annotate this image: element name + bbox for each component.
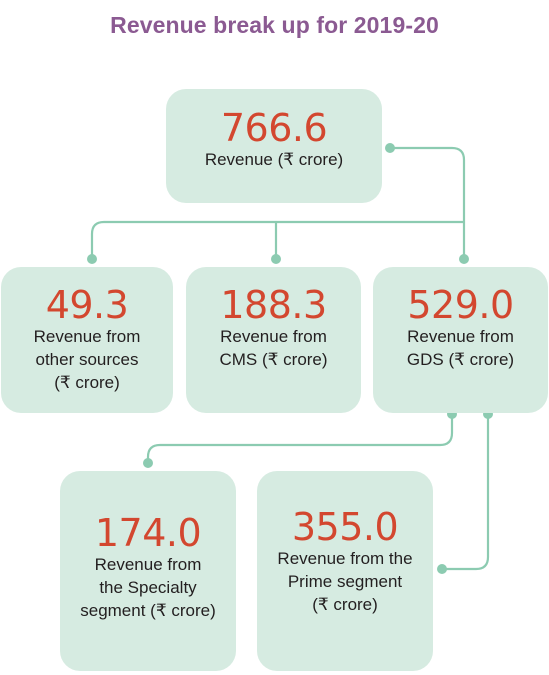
- node-specialty-segment: 174.0 Revenue from the Specialty segment…: [60, 471, 236, 671]
- connector-dot: [271, 254, 281, 264]
- node-value: 766.6: [220, 106, 328, 150]
- diagram-title: Revenue break up for 2019-20: [110, 12, 439, 38]
- node-value: 49.3: [45, 283, 129, 327]
- connector-total-to-gds: [388, 146, 466, 261]
- connector-dot: [143, 458, 153, 468]
- node-label: Revenue from the Specialty segment (₹ cr…: [80, 555, 216, 620]
- node-value: 529.0: [407, 283, 514, 327]
- node-other-sources: 49.3 Revenue from other sources (₹ crore…: [1, 267, 173, 413]
- node-gds: 529.0 Revenue from GDS (₹ crore): [373, 267, 548, 413]
- node-value: 174.0: [94, 511, 202, 555]
- node-label: Revenue from the Prime segment (₹ crore): [277, 549, 413, 614]
- node-label: Revenue (₹ crore): [204, 150, 344, 169]
- connector-dot: [437, 564, 447, 574]
- connector-gds-to-prime: [440, 412, 490, 571]
- node-prime-segment: 355.0 Revenue from the Prime segment (₹ …: [257, 471, 433, 671]
- node-cms: 188.3 Revenue from CMS (₹ crore): [186, 267, 361, 413]
- connector-dot: [87, 254, 97, 264]
- node-value: 355.0: [291, 505, 399, 549]
- node-value: 188.3: [220, 283, 327, 327]
- connector-gds-to-specialty: [146, 412, 454, 465]
- node-label: Revenue from CMS (₹ crore): [219, 327, 328, 369]
- node-label: Revenue from GDS (₹ crore): [406, 327, 515, 369]
- node-label: Revenue from other sources (₹ crore): [33, 327, 141, 392]
- node-total-revenue: 766.6 Revenue (₹ crore): [166, 89, 382, 203]
- connector-dot: [385, 143, 395, 153]
- connector-branch-horizontal: [90, 220, 466, 261]
- connector-dot: [459, 254, 469, 264]
